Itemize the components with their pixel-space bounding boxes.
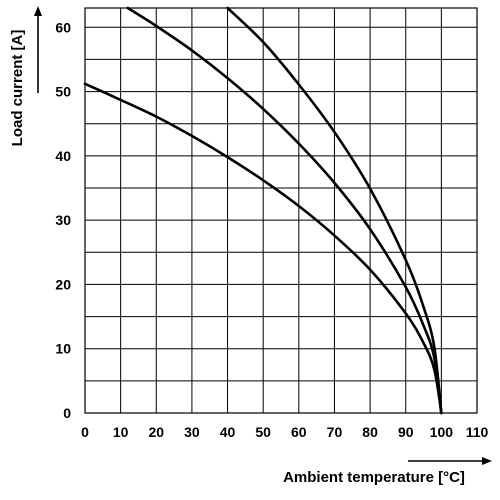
y-tick-label: 40 [55, 148, 71, 164]
plot-frame [84, 7, 478, 414]
series-line-1 [83, 82, 443, 415]
x-axis-arrow-icon [408, 457, 492, 465]
x-tick-label: 50 [255, 424, 271, 440]
y-tick-label: 60 [55, 19, 71, 35]
y-tick-label: 30 [55, 212, 71, 228]
series-line-2 [126, 6, 443, 415]
x-tick-label: 110 [466, 424, 489, 440]
x-tick-label: 30 [184, 424, 200, 440]
x-tick-label: 70 [327, 424, 343, 440]
y-tick-labels: 0 10 20 30 40 50 60 [55, 19, 71, 421]
y-axis-title: Load current [A] [9, 30, 26, 147]
y-tick-label: 50 [55, 84, 71, 100]
x-tick-label: 40 [220, 424, 236, 440]
x-tick-label: 80 [362, 424, 378, 440]
y-tick-label: 20 [55, 276, 71, 292]
y-axis-arrow-icon [34, 6, 42, 93]
series-line-3 [226, 6, 443, 415]
series-group [83, 6, 443, 415]
x-tick-label: 20 [148, 424, 164, 440]
grid [84, 8, 478, 414]
x-tick-label: 60 [291, 424, 307, 440]
x-axis-title: Ambient temperature [°C] [283, 469, 465, 486]
x-tick-label: 100 [430, 424, 454, 440]
x-tick-label: 10 [113, 424, 129, 440]
x-tick-labels: 0 10 20 30 40 50 60 70 80 90 100 110 [81, 424, 488, 440]
y-tick-label: 10 [55, 341, 71, 357]
x-tick-label: 0 [81, 424, 89, 440]
y-tick-label: 0 [63, 405, 71, 421]
x-tick-label: 90 [398, 424, 414, 440]
